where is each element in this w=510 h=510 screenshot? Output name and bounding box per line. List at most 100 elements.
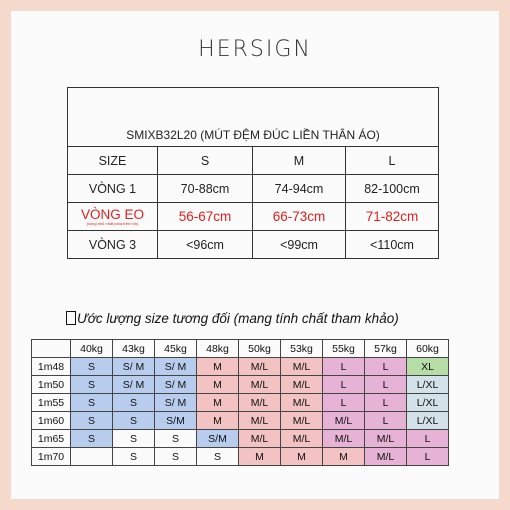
vong-eo-s: 56-67cm	[157, 202, 253, 231]
size-measurement-table: SMIXB32L20 (MÚT ĐỆM ĐÚC LIỀN THÂN ÁO) SI…	[67, 87, 439, 259]
vong3-s: <96cm	[157, 230, 253, 259]
size-cell: M/L	[238, 375, 281, 394]
weight-header-43kg: 43kg	[112, 339, 155, 358]
placeholder-glyph-icon	[66, 311, 76, 325]
size-cell: S	[70, 411, 113, 430]
vong1-m: 74-94cm	[252, 174, 346, 203]
size-cell: M	[196, 411, 239, 430]
size-cell: S/ M	[112, 357, 155, 376]
size-header-m: M	[252, 146, 346, 175]
height-label: 1m50	[31, 375, 71, 394]
weight-header-60kg: 60kg	[406, 339, 449, 358]
size-cell: S	[70, 429, 113, 448]
size-cell: L	[364, 375, 407, 394]
size-cell: S	[70, 357, 113, 376]
size-cell: S/M	[196, 429, 239, 448]
height-label: 1m70	[31, 447, 71, 466]
height-row: 1m60 S S S/M M M/L M/L M/L L L/XL	[31, 411, 449, 430]
size-cell: S	[154, 429, 197, 448]
vong1-l: 82-100cm	[345, 174, 439, 203]
size-cell: S	[112, 429, 155, 448]
size-cell: S/ M	[154, 375, 197, 394]
size-cell: M	[280, 447, 323, 466]
size-guide-title: Ước lượng size tương đối (mang tính chất…	[66, 311, 399, 326]
size-cell: M	[322, 447, 365, 466]
row-label-vong3: VÒNG 3	[67, 230, 158, 259]
height-label: 1m48	[31, 357, 71, 376]
size-cell: M/L	[238, 429, 281, 448]
vong1-s: 70-88cm	[157, 174, 253, 203]
height-row: 1m48 S S/ M S/ M M M/L M/L L L XL	[31, 357, 449, 376]
size-cell: L	[406, 429, 449, 448]
weight-header-45kg: 45kg	[154, 339, 197, 358]
size-cell: L/XL	[406, 393, 449, 412]
product-code-title: SMIXB32L20 (MÚT ĐỆM ĐÚC LIỀN THÂN ÁO)	[67, 87, 439, 147]
height-label: 1m60	[31, 411, 71, 430]
vong-eo-note: (vòng nhỏ nhất phía trên rốn)	[86, 220, 139, 226]
size-cell: S	[70, 393, 113, 412]
size-cell: S/ M	[112, 375, 155, 394]
size-cell: M/L	[238, 393, 281, 412]
size-cell: XL	[406, 357, 449, 376]
weight-header-row: 40kg 43kg 45kg 48kg 50kg 53kg 55kg 57kg 60kg	[31, 339, 449, 358]
size-guide-title-text: Ước lượng size tương đối (mang tính chất…	[77, 311, 399, 326]
size-cell: S/ M	[154, 393, 197, 412]
size-cell: L	[322, 357, 365, 376]
size-cell: L/XL	[406, 411, 449, 430]
height-row: 1m50 S S/ M S/ M M M/L M/L L L L/XL	[31, 375, 449, 394]
size-cell: M/L	[280, 357, 323, 376]
vong3-l: <110cm	[345, 230, 439, 259]
size-header-label: SIZE	[67, 146, 158, 175]
row-label-vong1: VÒNG 1	[67, 174, 158, 203]
height-row: 1m55 S S S/ M M M/L M/L L L L/XL	[31, 393, 449, 412]
size-cell: S	[112, 393, 155, 412]
weight-header-48kg: 48kg	[196, 339, 239, 358]
weight-header-55kg: 55kg	[322, 339, 365, 358]
size-cell: M/L	[322, 411, 365, 430]
size-header-s: S	[157, 146, 253, 175]
size-cell: S	[196, 447, 239, 466]
size-cell: M/L	[364, 429, 407, 448]
size-cell: L	[406, 447, 449, 466]
size-cell	[70, 447, 113, 466]
height-label: 1m55	[31, 393, 71, 412]
vong-eo-l: 71-82cm	[345, 202, 439, 231]
size-cell: M/L	[280, 375, 323, 394]
height-row: 1m70 S S S M M M M/L L	[31, 447, 449, 466]
size-cell: S	[154, 447, 197, 466]
size-cell: S	[70, 375, 113, 394]
vong3-m: <99cm	[252, 230, 346, 259]
weight-header-50kg: 50kg	[238, 339, 281, 358]
size-cell: S/ M	[154, 357, 197, 376]
corner-cell	[31, 339, 71, 358]
size-cell: M	[196, 393, 239, 412]
vong-eo-label: VÒNG EO	[80, 206, 144, 222]
size-cell: S	[112, 411, 155, 430]
weight-header-40kg: 40kg	[70, 339, 113, 358]
size-cell: M/L	[280, 429, 323, 448]
size-header-l: L	[345, 146, 439, 175]
brand-logo: HERSIGN	[198, 37, 312, 62]
size-cell: M/L	[364, 447, 407, 466]
size-cell: M	[196, 357, 239, 376]
size-cell: L	[364, 357, 407, 376]
size-cell: L	[364, 411, 407, 430]
weight-header-53kg: 53kg	[280, 339, 323, 358]
weight-header-57kg: 57kg	[364, 339, 407, 358]
size-cell: L	[322, 393, 365, 412]
size-cell: M	[238, 447, 281, 466]
size-cell: S/M	[154, 411, 197, 430]
vong-eo-m: 66-73cm	[252, 202, 346, 231]
size-cell: M	[196, 375, 239, 394]
height-label: 1m65	[31, 429, 71, 448]
size-cell: L	[322, 375, 365, 394]
size-cell: M/L	[238, 411, 281, 430]
size-cell: M/L	[280, 411, 323, 430]
size-cell: L	[364, 393, 407, 412]
size-cell: L/XL	[406, 375, 449, 394]
size-cell: M/L	[322, 429, 365, 448]
row-label-vong-eo: VÒNG EO (vòng nhỏ nhất phía trên rốn)	[67, 202, 158, 231]
size-cell: M/L	[280, 393, 323, 412]
height-row: 1m65 S S S S/M M/L M/L M/L M/L L	[31, 429, 449, 448]
size-guide-table: 40kg 43kg 45kg 48kg 50kg 53kg 55kg 57kg 60kg 1m4…	[31, 339, 449, 466]
